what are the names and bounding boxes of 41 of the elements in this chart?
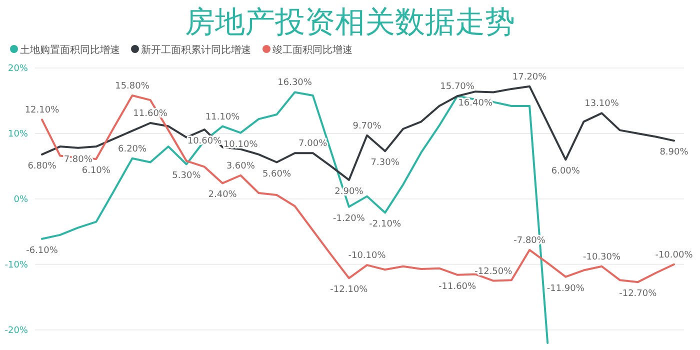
data-label: -2.10% [369,220,402,230]
data-label: -10.00% [655,250,694,260]
legend-label: 竣工面积同比增速 [272,44,352,56]
data-label: -11.60% [438,282,477,292]
data-label: 3.60% [226,161,256,172]
data-label: -11.90% [546,284,585,294]
data-label: -12.50% [474,266,513,277]
data-label: 17.20% [512,72,548,82]
data-label: 6.20% [118,144,148,154]
data-label: 6.10% [82,166,111,176]
data-label: 16.40% [458,98,493,109]
data-label: 15.70% [440,82,475,92]
data-label: -12.10% [330,285,368,296]
y-tick-label: 10% [8,129,28,140]
data-label: 10.10% [223,140,258,150]
data-label: 5.30% [172,171,202,182]
data-label: 9.70% [352,121,382,132]
y-tick-label: 0% [14,194,28,205]
data-label: 6.00% [551,166,580,177]
data-label: 2.40% [208,190,238,200]
data-label: -6.10% [26,246,58,256]
data-label: -10.10% [348,251,386,262]
data-label: 13.10% [584,99,620,110]
legend-label: 新开工面积累计同比增速 [141,44,251,56]
data-label: -12.70% [619,289,658,300]
y-tick-label: -20% [4,326,28,336]
data-label: 7.30% [370,158,400,168]
data-label: 16.30% [278,78,312,88]
data-label: 15.80% [115,81,150,92]
data-label: -10.30% [582,252,621,262]
data-label: 6.80% [28,161,57,172]
legend-label: 土地购置面积同比增速 [20,44,120,56]
data-label: 12.10% [24,106,60,116]
data-label: 8.90% [660,148,689,158]
y-tick-label: 20% [8,64,28,74]
data-label: 5.60% [262,169,292,180]
data-label: -1.20% [333,214,366,224]
y-tick-label: -10% [4,260,28,270]
chart-title: 房地产投资相关数据走势 [185,5,515,40]
data-label: 11.10% [205,112,240,122]
data-label: 7.00% [298,139,328,150]
